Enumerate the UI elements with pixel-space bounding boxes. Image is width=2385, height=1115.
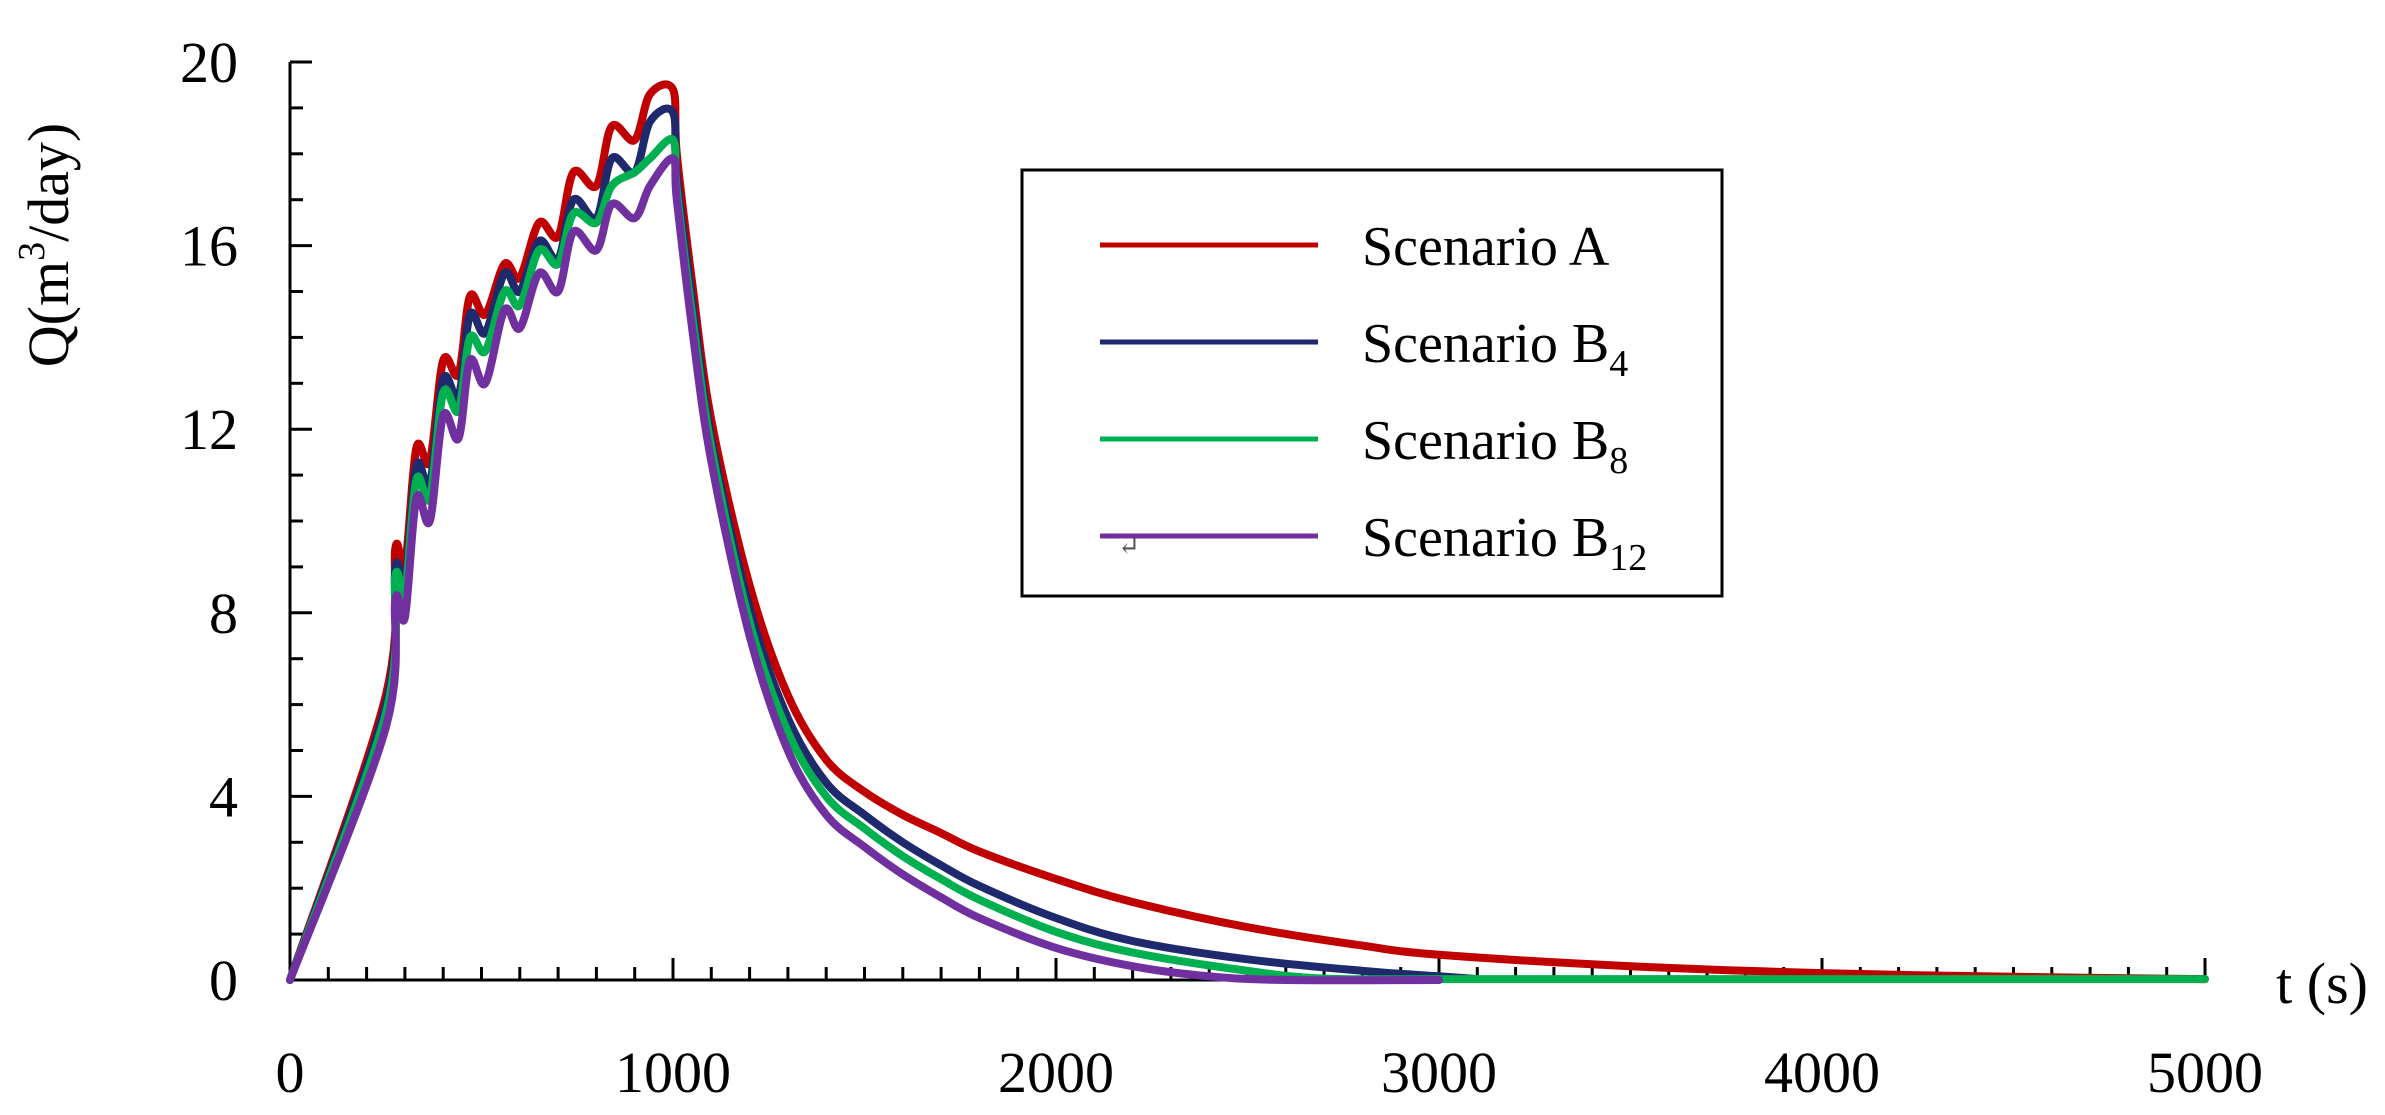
y-tick-label: 0	[209, 948, 238, 1013]
series-line-scenario-b12	[286, 154, 1443, 985]
y-tick-label: 8	[209, 581, 238, 646]
axes: 0 4 8 12 16 20 0 1000 2000 3000 4000 5000	[180, 30, 2263, 1105]
x-tick-label: 4000	[1764, 1040, 1880, 1105]
y-tick-label: 12	[180, 397, 238, 462]
x-tick-label: 1000	[615, 1040, 731, 1105]
series-layer	[286, 80, 2209, 985]
y-tick-label: 16	[180, 214, 238, 279]
legend-return-mark: ↵	[1118, 532, 1140, 561]
y-axis-title: Q(m3/day)	[11, 123, 81, 368]
x-tick-label: 0	[276, 1040, 305, 1105]
legend-label-scenario-b8: Scenario B8	[1362, 410, 1628, 482]
y-axis-title-superscript: 3	[11, 242, 53, 261]
y-tick-label: 4	[209, 764, 238, 829]
legend-label-scenario-b4: Scenario B4	[1362, 313, 1628, 385]
series-line-scenario-b4	[286, 104, 1482, 984]
legend-box	[1020, 168, 1724, 598]
x-tick-label: 5000	[2147, 1040, 2263, 1105]
legend-items: Scenario A Scenario B4 Scenario B8 Scenario…	[1100, 216, 1647, 579]
y-tick-labels: 0 4 8 12 16 20	[180, 30, 238, 1013]
y-axis-title-end: /day)	[16, 123, 81, 242]
legend-label-scenario-b12: Scenario B12	[1362, 507, 1647, 579]
x-tick-label: 3000	[1381, 1040, 1497, 1105]
legend-label-scenario-a: Scenario A	[1362, 216, 1610, 278]
x-tick-labels: 0 1000 2000 3000 4000 5000	[276, 1040, 2264, 1105]
x-tick-label: 2000	[998, 1040, 1114, 1105]
y-axis-title-main: Q(m	[16, 261, 81, 367]
y-ticks	[290, 60, 312, 982]
x-axis-title: t (s)	[2276, 951, 2368, 1016]
legend: Scenario A Scenario B4 Scenario B8 Scenario…	[1020, 168, 1724, 598]
y-tick-label: 20	[180, 30, 238, 95]
